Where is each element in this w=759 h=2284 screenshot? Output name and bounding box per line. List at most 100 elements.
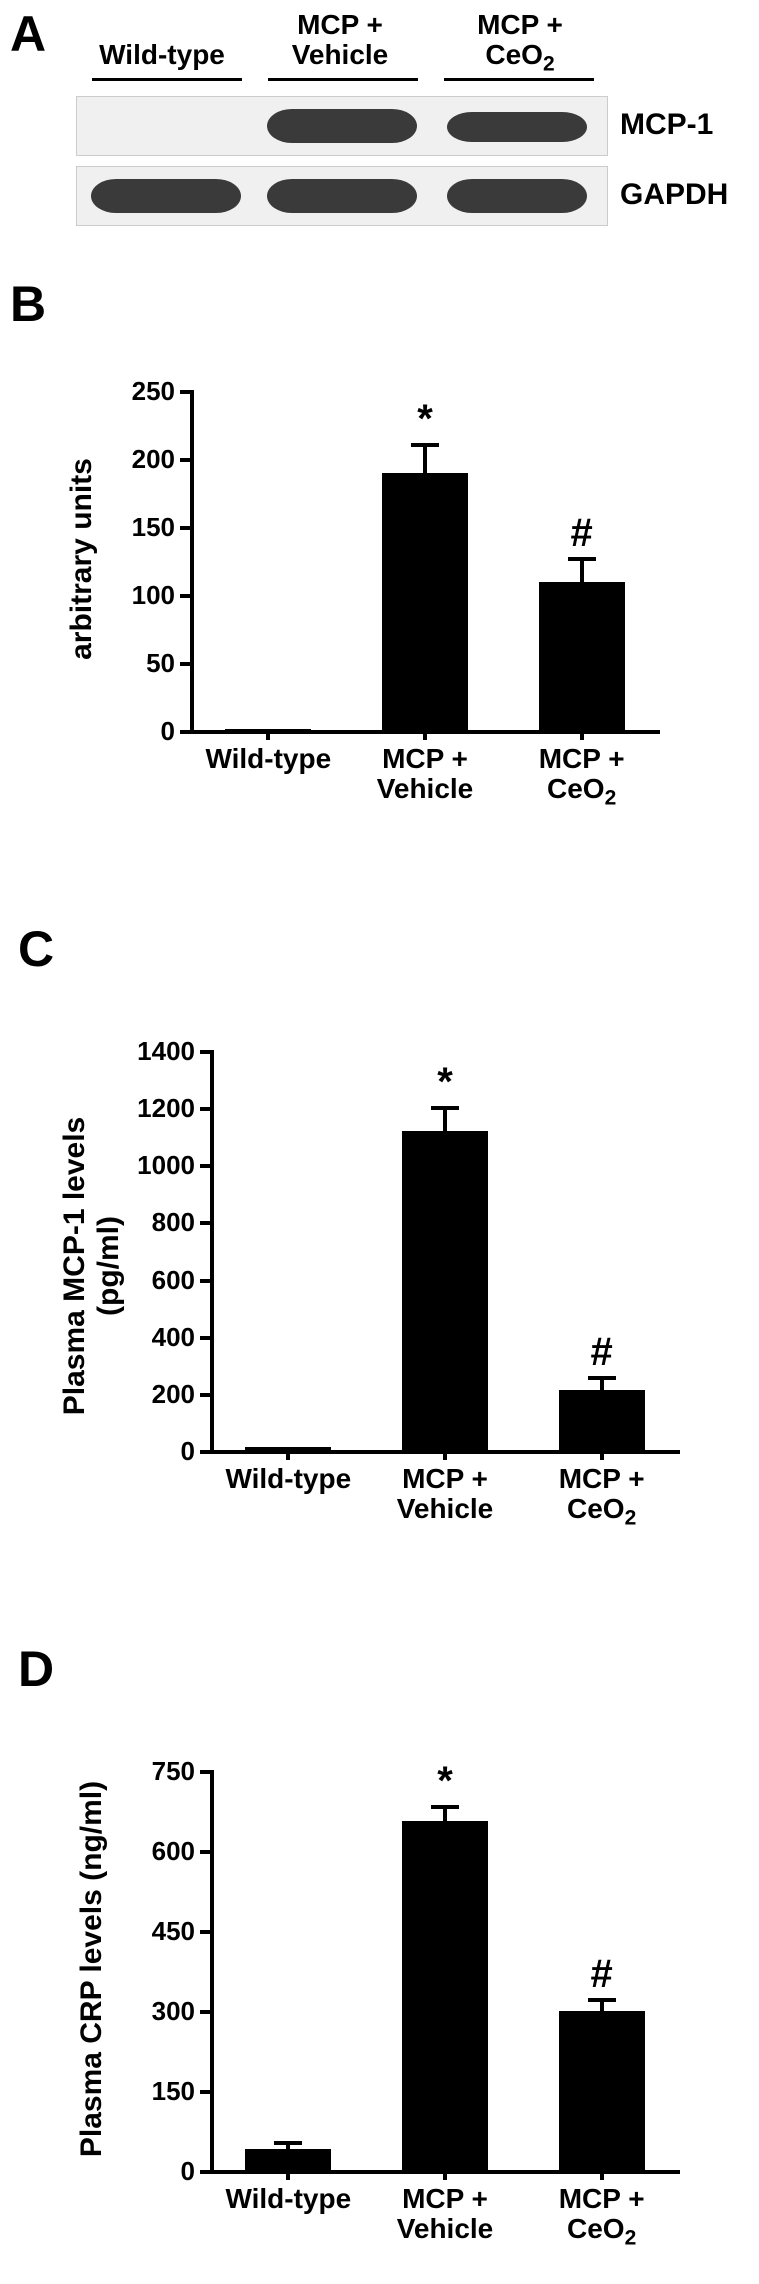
error-cap	[588, 1376, 616, 1380]
y-tick	[180, 526, 190, 530]
x-tick-label: MCP +Vehicle	[370, 2184, 520, 2244]
significance-marker: #	[572, 1952, 632, 1997]
y-tick-label: 250	[100, 376, 175, 407]
y-tick-label: 100	[100, 580, 175, 611]
y-tick	[180, 390, 190, 394]
y-tick	[180, 458, 190, 462]
y-tick	[180, 594, 190, 598]
x-tick-label: MCP +CeO2	[526, 2184, 676, 2254]
y-tick-label: 750	[120, 1756, 195, 1787]
x-tick	[443, 1450, 447, 1460]
y-axis	[190, 390, 194, 730]
x-tick	[423, 730, 427, 740]
x-tick	[580, 730, 584, 740]
y-tick-label: 200	[120, 1379, 195, 1410]
y-tick-label: 1400	[120, 1036, 195, 1067]
panel-a-label: A	[10, 5, 46, 63]
y-tick-label: 1200	[120, 1093, 195, 1124]
error-cap	[431, 1106, 459, 1110]
y-tick-label: 800	[120, 1207, 195, 1238]
error-cap	[274, 2141, 302, 2145]
error-cap	[411, 443, 439, 447]
significance-marker: *	[395, 397, 455, 442]
x-tick	[286, 1450, 290, 1460]
blot-mcp1-label: MCP-1	[620, 108, 713, 142]
y-tick-label: 150	[120, 2076, 195, 2107]
y-axis-title: arbitrary units	[65, 389, 99, 729]
band-gapdh-1	[267, 179, 417, 213]
y-tick	[200, 1770, 210, 1774]
x-tick-label: MCP +Vehicle	[370, 1464, 520, 1524]
blot-gapdh	[76, 166, 608, 226]
bar	[539, 582, 625, 730]
x-tick-label: Wild-type	[213, 2184, 363, 2214]
panel-a-group-1: MCP +Vehicle	[260, 10, 420, 70]
y-tick-label: 600	[120, 1265, 195, 1296]
y-tick	[200, 1107, 210, 1111]
y-tick	[200, 1221, 210, 1225]
y-tick-label: 50	[100, 648, 175, 679]
x-tick-label: Wild-type	[213, 1464, 363, 1494]
bar	[559, 1390, 645, 1450]
significance-marker: *	[415, 1060, 475, 1105]
panel-d-label: D	[18, 1640, 54, 1698]
y-tick	[200, 1050, 210, 1054]
y-tick	[200, 1393, 210, 1397]
error-cap	[588, 1998, 616, 2002]
y-tick	[200, 1450, 210, 1454]
y-tick-label: 0	[100, 716, 175, 747]
y-tick	[200, 1930, 210, 1934]
band-mcp1-1	[267, 109, 417, 143]
bar	[245, 2149, 331, 2170]
figure-root: A Wild-type MCP +Vehicle MCP +CeO2 MCP-1…	[0, 0, 759, 2284]
y-tick-label: 1000	[120, 1150, 195, 1181]
y-axis	[210, 1770, 214, 2170]
y-tick	[200, 1279, 210, 1283]
x-tick	[266, 730, 270, 740]
panel-c-label: C	[18, 920, 54, 978]
bar	[382, 473, 468, 730]
y-tick-label: 0	[120, 2156, 195, 2187]
significance-marker: #	[552, 511, 612, 556]
chart-d: 0150300450600750Plasma CRP levels (ng/ml…	[70, 1720, 690, 2260]
panel-b-label: B	[10, 275, 46, 333]
y-tick-label: 200	[100, 444, 175, 475]
bar	[402, 1131, 488, 1450]
x-tick-label: MCP +Vehicle	[350, 744, 500, 804]
panel-a-group-2: MCP +CeO2	[440, 10, 600, 80]
significance-marker: *	[415, 1759, 475, 1804]
x-tick-label: Wild-type	[193, 744, 343, 774]
y-tick-label: 600	[120, 1836, 195, 1867]
x-tick-label: MCP +CeO2	[506, 744, 656, 814]
y-tick	[200, 2090, 210, 2094]
bar	[245, 1447, 331, 1450]
y-tick-label: 400	[120, 1322, 195, 1353]
y-tick	[200, 1336, 210, 1340]
y-tick	[200, 1850, 210, 1854]
y-tick-label: 300	[120, 1996, 195, 2027]
y-tick	[200, 2010, 210, 2014]
bar	[559, 2011, 645, 2170]
bar	[225, 729, 311, 730]
y-tick	[200, 1164, 210, 1168]
significance-marker: #	[572, 1330, 632, 1375]
x-tick	[600, 1450, 604, 1460]
chart-b: 050100150200250arbitrary unitsWild-type*…	[70, 340, 670, 820]
panel-a-underline-1	[268, 78, 418, 81]
y-tick-label: 0	[120, 1436, 195, 1467]
y-axis	[210, 1050, 214, 1450]
chart-c: 0200400600800100012001400Plasma MCP-1 le…	[70, 1000, 690, 1540]
y-tick-label: 150	[100, 512, 175, 543]
bar	[402, 1821, 488, 2170]
y-tick	[200, 2170, 210, 2174]
x-tick	[600, 2170, 604, 2180]
band-gapdh-0	[91, 179, 241, 213]
error-cap	[568, 557, 596, 561]
band-gapdh-2	[447, 179, 587, 213]
error-bar	[423, 443, 427, 473]
band-mcp1-2	[447, 112, 587, 142]
y-tick	[180, 662, 190, 666]
y-tick-label: 450	[120, 1916, 195, 1947]
error-cap	[431, 1805, 459, 1809]
y-axis-title: Plasma MCP-1 levels (pg/ml)	[58, 1066, 126, 1466]
